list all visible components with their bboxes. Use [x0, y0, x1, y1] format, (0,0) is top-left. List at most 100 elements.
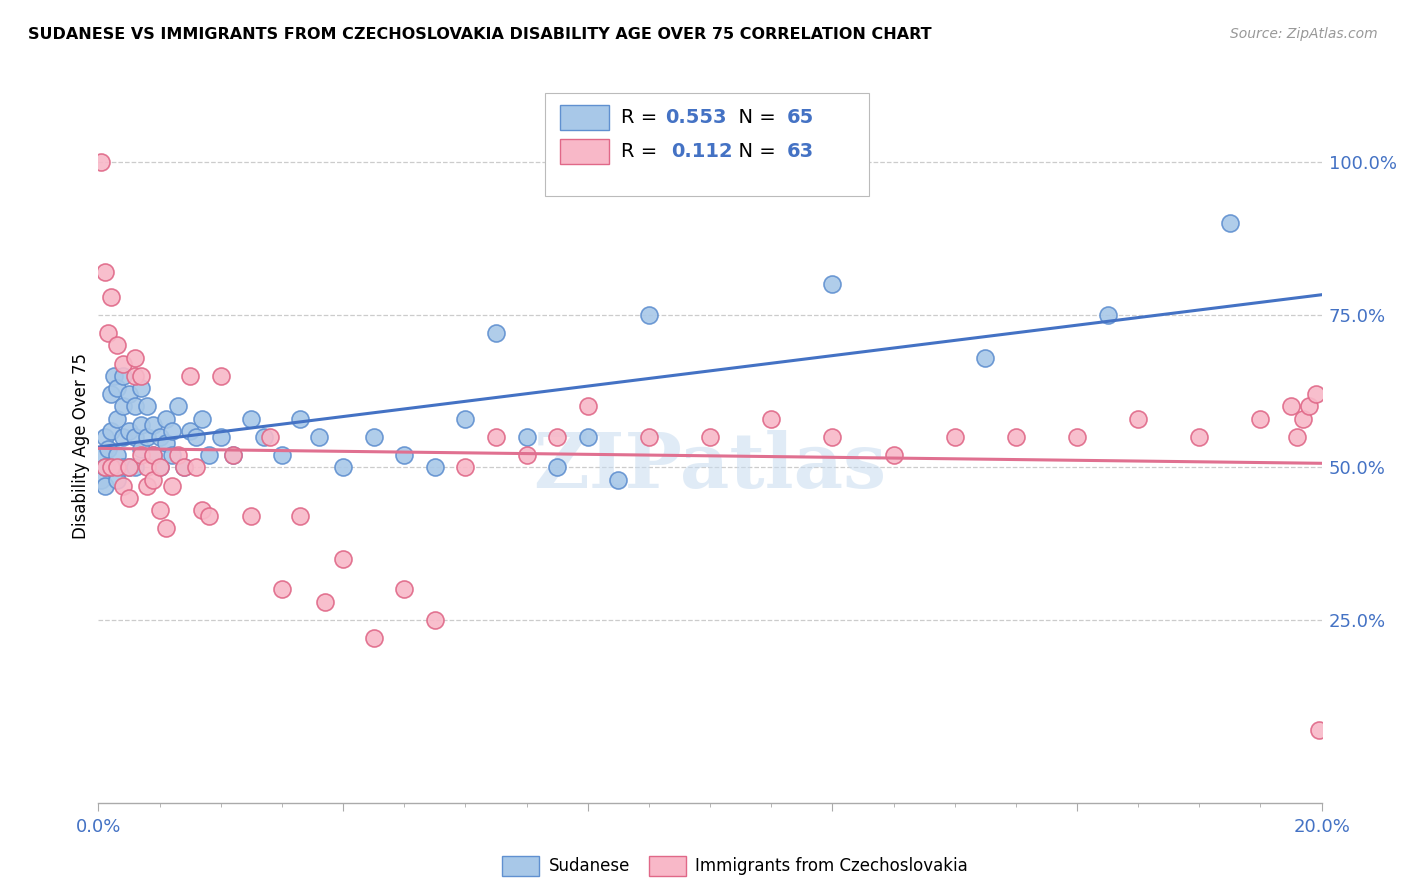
- Text: ZIPatlas: ZIPatlas: [533, 431, 887, 504]
- Point: [155, 436, 177, 450]
- Point: [186, 430, 208, 444]
- Text: R =: R =: [620, 108, 664, 128]
- Point: [118, 460, 141, 475]
- Point: [100, 460, 122, 475]
- Point: [1308, 723, 1330, 737]
- Point: [485, 326, 508, 341]
- Point: [91, 448, 114, 462]
- Point: [607, 473, 630, 487]
- Point: [1097, 308, 1119, 322]
- FancyBboxPatch shape: [650, 856, 686, 876]
- Point: [454, 411, 477, 425]
- Point: [186, 460, 208, 475]
- Point: [149, 460, 172, 475]
- Point: [136, 478, 159, 492]
- Point: [516, 448, 538, 462]
- Point: [124, 400, 146, 414]
- Text: 0.553: 0.553: [665, 108, 727, 128]
- Point: [1004, 430, 1026, 444]
- Point: [454, 460, 477, 475]
- Point: [90, 155, 112, 169]
- Point: [1286, 430, 1309, 444]
- Point: [142, 448, 165, 462]
- Point: [111, 357, 134, 371]
- Point: [516, 430, 538, 444]
- Point: [252, 430, 274, 444]
- Text: 0.112: 0.112: [671, 142, 733, 161]
- Point: [129, 417, 152, 432]
- Point: [290, 411, 312, 425]
- Point: [209, 368, 232, 383]
- Text: 63: 63: [787, 142, 814, 161]
- Point: [197, 509, 219, 524]
- Point: [100, 387, 122, 401]
- FancyBboxPatch shape: [560, 139, 609, 164]
- Point: [314, 594, 336, 608]
- Point: [759, 411, 782, 425]
- Point: [485, 430, 508, 444]
- Point: [576, 430, 599, 444]
- Point: [118, 424, 141, 438]
- Point: [1128, 411, 1150, 425]
- Point: [240, 411, 263, 425]
- Point: [637, 430, 661, 444]
- Point: [1188, 430, 1211, 444]
- Text: Immigrants from Czechoslovakia: Immigrants from Czechoslovakia: [696, 856, 969, 874]
- Point: [943, 430, 966, 444]
- Point: [97, 442, 120, 456]
- Point: [105, 473, 128, 487]
- Point: [105, 381, 128, 395]
- Point: [270, 582, 292, 597]
- Point: [1298, 400, 1320, 414]
- Point: [149, 503, 172, 517]
- Point: [423, 460, 446, 475]
- Point: [129, 442, 152, 456]
- Point: [308, 430, 330, 444]
- Point: [173, 460, 195, 475]
- Text: R =: R =: [620, 142, 669, 161]
- Point: [191, 503, 214, 517]
- Point: [129, 368, 152, 383]
- FancyBboxPatch shape: [546, 93, 869, 196]
- Point: [332, 551, 354, 566]
- Point: [167, 448, 190, 462]
- Point: [637, 308, 661, 322]
- Point: [883, 448, 905, 462]
- Point: [142, 473, 165, 487]
- Point: [222, 448, 245, 462]
- Point: [179, 368, 201, 383]
- Text: Sudanese: Sudanese: [548, 856, 630, 874]
- Text: N =: N =: [725, 142, 782, 161]
- Point: [129, 381, 152, 395]
- Point: [222, 448, 245, 462]
- Point: [155, 521, 177, 535]
- Point: [160, 448, 183, 462]
- Point: [332, 460, 354, 475]
- Point: [118, 387, 141, 401]
- Point: [136, 430, 159, 444]
- Point: [136, 400, 159, 414]
- Point: [124, 351, 146, 365]
- Point: [105, 448, 128, 462]
- Point: [576, 400, 599, 414]
- Point: [392, 448, 416, 462]
- Point: [93, 460, 115, 475]
- Point: [100, 424, 122, 438]
- FancyBboxPatch shape: [502, 856, 538, 876]
- Point: [179, 424, 201, 438]
- Point: [111, 460, 134, 475]
- Point: [209, 430, 232, 444]
- Point: [124, 368, 146, 383]
- Point: [197, 448, 219, 462]
- Y-axis label: Disability Age Over 75: Disability Age Over 75: [72, 353, 90, 539]
- Point: [259, 430, 281, 444]
- Text: N =: N =: [725, 108, 782, 128]
- Point: [93, 460, 115, 475]
- Point: [974, 351, 997, 365]
- Point: [142, 448, 165, 462]
- Point: [118, 491, 141, 505]
- Point: [100, 289, 122, 303]
- Point: [97, 326, 120, 341]
- Point: [290, 509, 312, 524]
- Point: [155, 411, 177, 425]
